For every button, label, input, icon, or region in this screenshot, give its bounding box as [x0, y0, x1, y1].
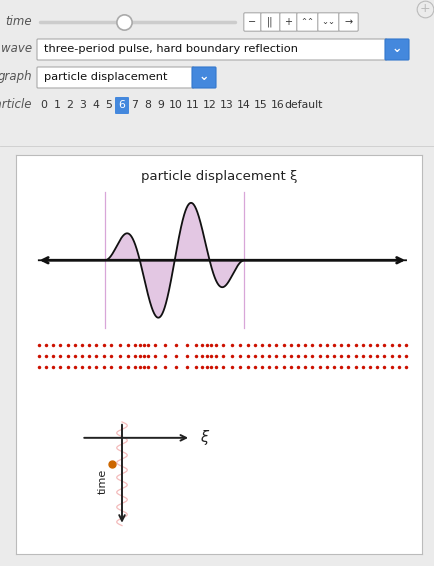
- Text: default: default: [285, 100, 323, 110]
- Text: 0: 0: [40, 100, 47, 110]
- Text: time: time: [5, 15, 32, 28]
- Text: 15: 15: [254, 100, 268, 110]
- Text: ⌄⌄: ⌄⌄: [322, 18, 335, 27]
- Text: 5: 5: [105, 100, 112, 110]
- Text: 1: 1: [53, 100, 60, 110]
- Text: 8: 8: [145, 100, 151, 110]
- Text: 10: 10: [169, 100, 183, 110]
- FancyBboxPatch shape: [280, 13, 297, 31]
- FancyBboxPatch shape: [339, 13, 358, 31]
- Text: graph: graph: [0, 71, 32, 84]
- FancyBboxPatch shape: [115, 97, 129, 114]
- Text: $\xi$: $\xi$: [200, 428, 210, 447]
- Text: time: time: [98, 469, 108, 494]
- Text: particle displacement ξ: particle displacement ξ: [141, 170, 298, 183]
- FancyBboxPatch shape: [385, 39, 409, 60]
- Text: 2: 2: [66, 100, 73, 110]
- Text: ||: ||: [267, 17, 274, 27]
- Text: three-period pulse, hard boundary reflection: three-period pulse, hard boundary reflec…: [44, 44, 298, 54]
- Text: +: +: [285, 17, 293, 27]
- Text: wave: wave: [1, 42, 32, 55]
- Text: particle: particle: [0, 98, 32, 112]
- FancyBboxPatch shape: [37, 39, 387, 60]
- Text: →: →: [345, 17, 352, 27]
- Text: 6: 6: [118, 100, 125, 110]
- Text: 16: 16: [271, 100, 285, 110]
- Text: ⌄: ⌄: [199, 71, 209, 84]
- FancyBboxPatch shape: [297, 13, 318, 31]
- Text: 14: 14: [237, 100, 251, 110]
- FancyBboxPatch shape: [244, 13, 261, 31]
- Text: 11: 11: [186, 100, 200, 110]
- Text: ⌄: ⌄: [392, 42, 402, 55]
- Text: 4: 4: [92, 100, 99, 110]
- FancyBboxPatch shape: [318, 13, 339, 31]
- Text: 13: 13: [220, 100, 234, 110]
- Text: −: −: [248, 17, 256, 27]
- Text: 3: 3: [79, 100, 86, 110]
- FancyBboxPatch shape: [192, 67, 216, 88]
- Text: 12: 12: [203, 100, 217, 110]
- FancyBboxPatch shape: [37, 67, 194, 88]
- Text: ⌃⌃: ⌃⌃: [300, 18, 315, 27]
- Text: 9: 9: [158, 100, 164, 110]
- Text: particle displacement: particle displacement: [44, 72, 168, 82]
- Text: 7: 7: [132, 100, 138, 110]
- FancyBboxPatch shape: [261, 13, 280, 31]
- Text: +: +: [420, 2, 431, 15]
